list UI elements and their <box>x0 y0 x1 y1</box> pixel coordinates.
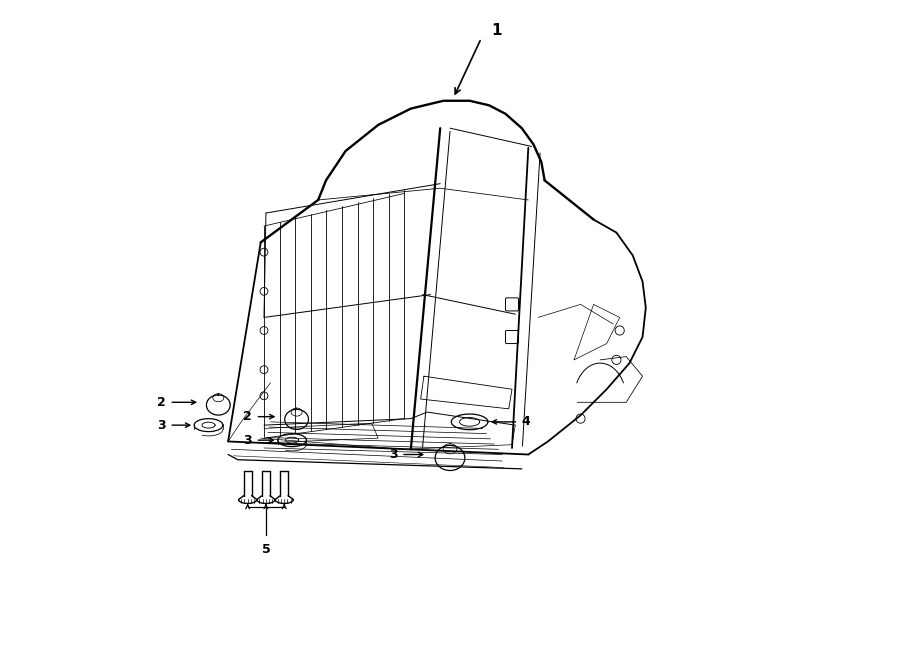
Text: 3: 3 <box>244 434 252 447</box>
Text: 2: 2 <box>244 410 252 423</box>
Text: 3: 3 <box>158 418 166 432</box>
Text: 5: 5 <box>262 543 270 556</box>
Text: 3: 3 <box>389 448 398 461</box>
Text: 4: 4 <box>522 415 530 428</box>
Text: 1: 1 <box>491 22 502 38</box>
Text: 2: 2 <box>158 396 166 408</box>
